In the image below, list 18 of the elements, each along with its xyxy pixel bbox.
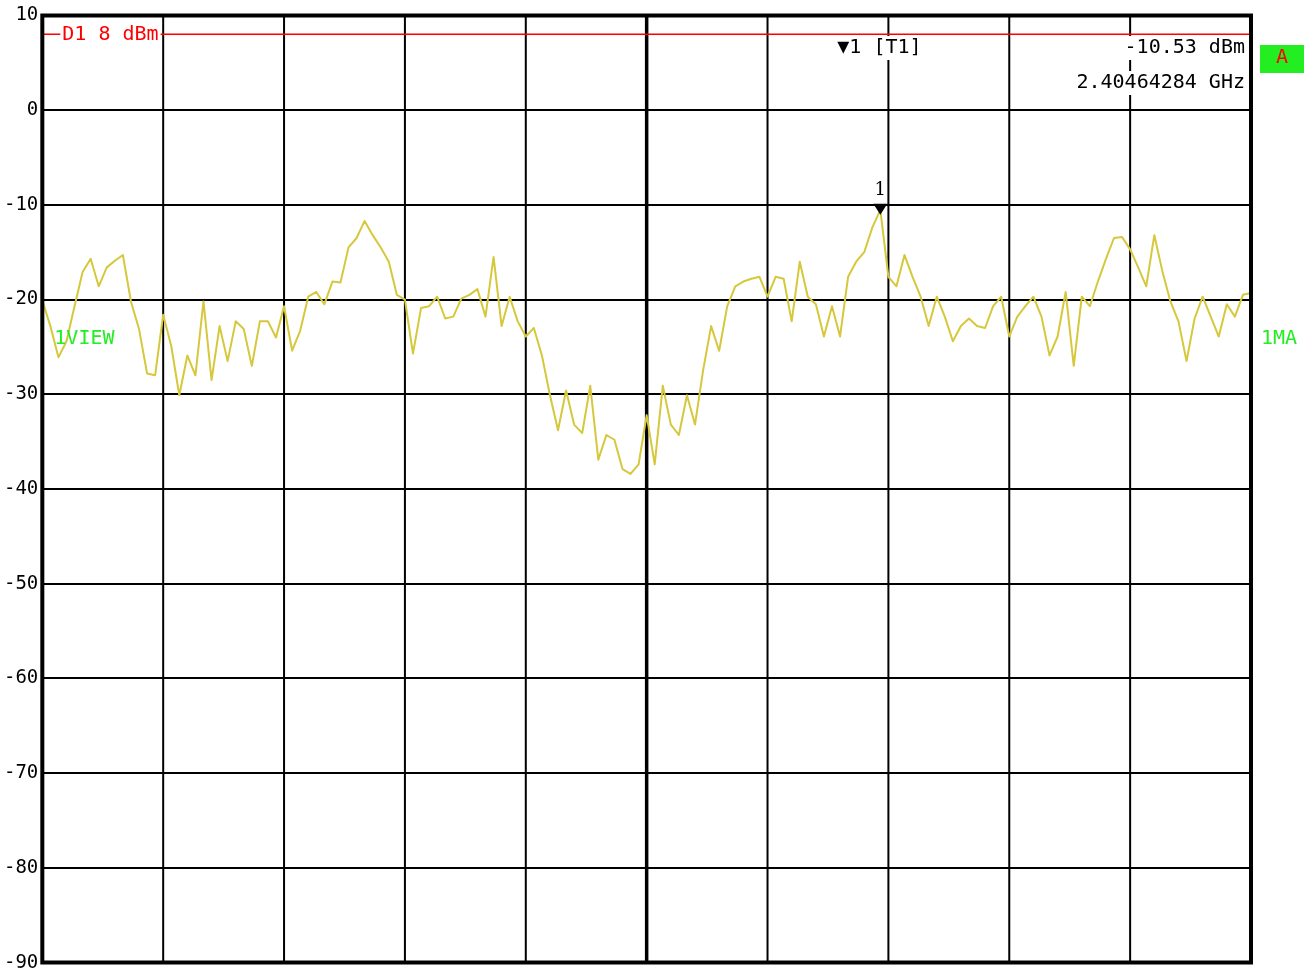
ref-line-label: D1 8 dBm <box>62 20 159 45</box>
text: 1MA <box>1261 325 1298 350</box>
annotation: 1 <box>874 177 887 199</box>
y-tick-label: 0 <box>26 97 39 120</box>
y-tick-label: -50 <box>3 570 39 593</box>
y-tick-label: -60 <box>3 665 39 688</box>
y-tick-label: -40 <box>3 475 39 498</box>
text: A <box>1275 44 1289 69</box>
y-tick-label: 10 <box>15 2 39 25</box>
annotation: 2.40464284 GHz <box>1076 69 1245 94</box>
y-tick-label: -10 <box>3 191 39 214</box>
y-tick-label: -90 <box>3 949 39 972</box>
y-tick-label: -70 <box>3 760 39 783</box>
annotation: -10.53 dBm <box>1124 34 1245 59</box>
annotation: ▼1 [T1] <box>837 34 922 59</box>
y-tick-label: -80 <box>3 854 39 877</box>
y-tick-label: -20 <box>3 286 39 309</box>
y-tick-label: -30 <box>3 381 39 404</box>
